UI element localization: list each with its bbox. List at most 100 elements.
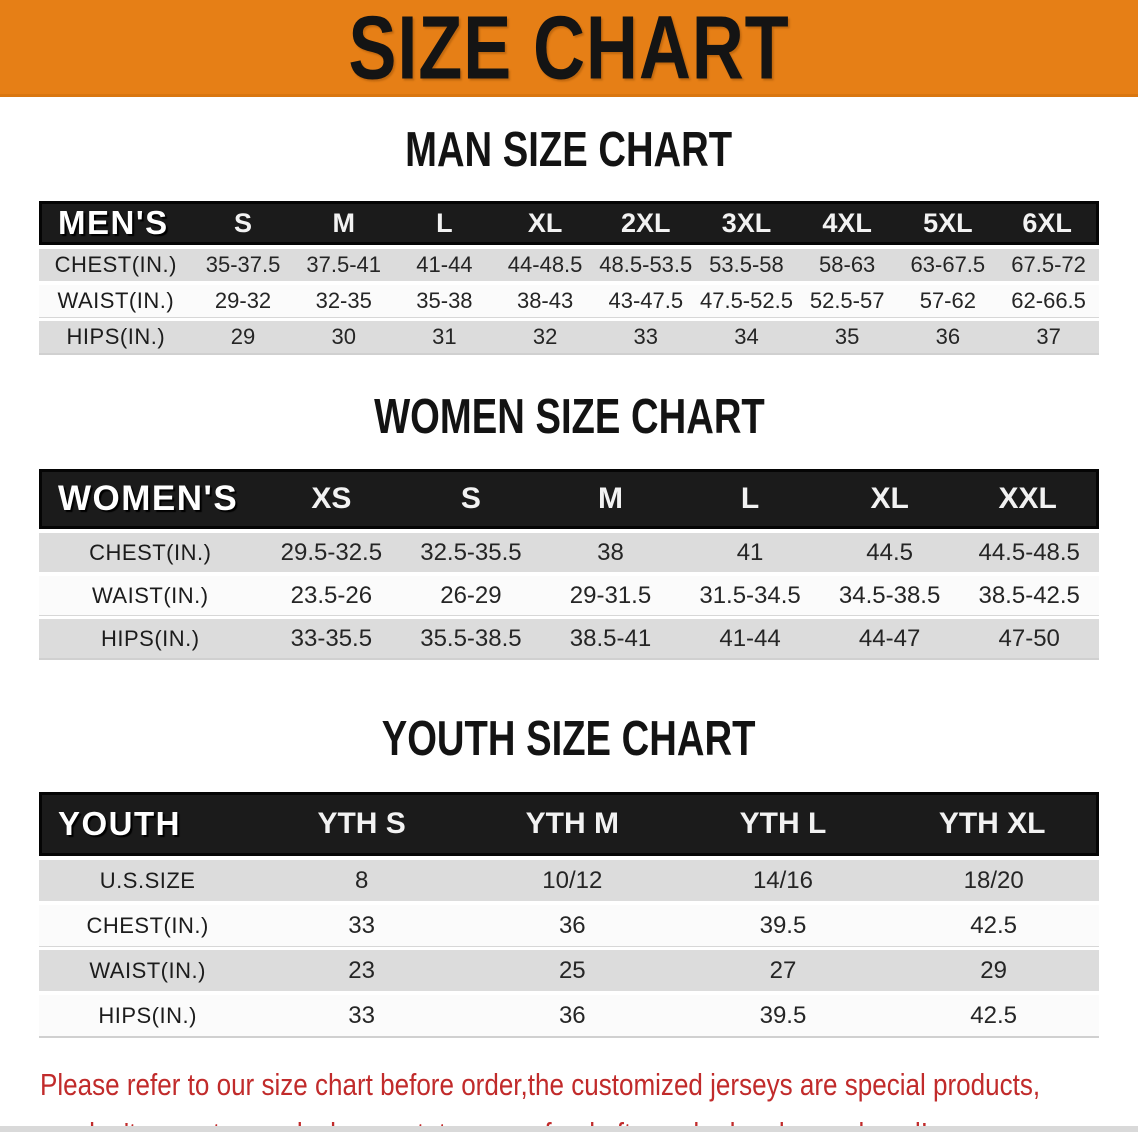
men-table-row: WAIST(IN.) 29-32 32-35 35-38 38-43 43-47.5 47.… [39,285,1099,317]
youth-size-value-cell: 10/12 [466,860,678,901]
women-chart-heading-text: WOMEN SIZE CHART [373,390,765,444]
men-size-value-cell: 47.5-52.5 [696,285,797,317]
women-size-value-cell: 33-35.5 [261,619,402,658]
men-corner-label: MEN'S [39,201,193,245]
women-measure-label: HIPS(IN.) [39,619,262,658]
men-size-value-cell: 53.5-58 [696,249,797,281]
youth-size-value-cell: 39.5 [677,905,889,946]
youth-size-value-cell: 33 [256,905,467,946]
youth-size-value-cell: 29 [888,950,1099,991]
men-size-value-cell: 48.5-53.5 [595,249,697,281]
men-size-value-cell: 57-62 [897,285,999,317]
men-measure-label: HIPS(IN.) [39,321,193,353]
women-size-value-cell: 23.5-26 [261,576,402,615]
youth-size-chart-section: YOUTH SIZE CHART YOUTH YTH S YTH M YTH L YTH … [0,715,1138,1040]
men-size-column-header: 6XL [998,201,1099,245]
women-table-row: HIPS(IN.) 33-35.5 35.5-38.5 38.5-41 41-44 44-… [39,619,1099,658]
youth-table-row: HIPS(IN.) 33 36 39.5 42.5 [39,995,1099,1036]
men-size-value-cell: 31 [394,321,495,353]
women-size-column-header: M [540,469,681,529]
page-title: SIZE CHART [348,0,790,97]
youth-size-value-cell: 39.5 [677,995,889,1036]
women-size-value-cell: 32.5-35.5 [401,533,541,572]
youth-size-column-header: YTH XL [888,792,1099,856]
men-table-row: HIPS(IN.) 29 30 31 32 33 34 35 36 37 [39,321,1099,353]
youth-measure-label: U.S.SIZE [39,860,257,901]
women-size-value-cell: 34.5-38.5 [819,576,960,615]
women-size-value-cell: 44-47 [819,619,960,658]
youth-size-value-cell: 27 [677,950,889,991]
men-size-value-cell: 36 [897,321,999,353]
men-chart-heading: MAN SIZE CHART [0,126,1138,175]
women-size-column-header: S [401,469,541,529]
men-size-value-cell: 52.5-57 [796,285,898,317]
men-size-table: MEN'S S M L XL 2XL 3XL 4XL 5XL 6XL CHEST(IN.) 35-37… [39,197,1099,357]
women-size-value-cell: 38.5-41 [540,619,681,658]
men-size-column-header: 4XL [796,201,898,245]
youth-size-value-cell: 36 [466,905,678,946]
men-size-value-cell: 35-38 [394,285,495,317]
youth-size-value-cell: 14/16 [677,860,889,901]
youth-size-value-cell: 42.5 [888,905,1099,946]
men-measure-label: CHEST(IN.) [39,249,193,281]
youth-chart-heading-text: YOUTH SIZE CHART [382,712,756,766]
men-size-value-cell: 43-47.5 [595,285,697,317]
women-chart-heading: WOMEN SIZE CHART [0,393,1138,442]
men-size-value-cell: 33 [595,321,697,353]
youth-table-row: WAIST(IN.) 23 25 27 29 [39,950,1099,991]
men-size-value-cell: 34 [696,321,797,353]
women-size-value-cell: 41-44 [680,619,820,658]
women-measure-label: CHEST(IN.) [39,533,262,572]
youth-size-value-cell: 36 [466,995,678,1036]
men-size-value-cell: 37.5-41 [293,249,395,281]
women-size-value-cell: 35.5-38.5 [401,619,541,658]
women-size-value-cell: 31.5-34.5 [680,576,820,615]
youth-table-row: CHEST(IN.) 33 36 39.5 42.5 [39,905,1099,946]
men-table-row: CHEST(IN.) 35-37.5 37.5-41 41-44 44-48.5 48.5… [39,249,1099,281]
men-size-value-cell: 38-43 [494,285,596,317]
women-size-value-cell: 29-31.5 [540,576,681,615]
notice-line-1: Please refer to our size chart before or… [40,1067,1041,1102]
youth-size-table: YOUTH YTH S YTH M YTH L YTH XL U.S.SIZE 8 10/12… [39,788,1099,1040]
women-size-value-cell: 44.5-48.5 [959,533,1099,572]
men-size-value-cell: 32-35 [293,285,395,317]
women-header-row: WOMEN'S XS S M L XL XXL [39,469,1099,529]
men-size-column-header: 5XL [897,201,999,245]
youth-chart-heading: YOUTH SIZE CHART [0,715,1138,764]
youth-header-row: YOUTH YTH S YTH M YTH L YTH XL [39,792,1099,856]
youth-size-value-cell: 8 [256,860,467,901]
order-notice: Please refer to our size chart before or… [40,1060,1138,1132]
youth-measure-label: HIPS(IN.) [39,995,257,1036]
men-size-column-header: XL [494,201,596,245]
banner: SIZE CHART [0,0,1138,97]
youth-size-column-header: YTH S [256,792,467,856]
youth-size-column-header: YTH L [677,792,889,856]
youth-table-row: U.S.SIZE 8 10/12 14/16 18/20 [39,860,1099,901]
women-size-value-cell: 41 [680,533,820,572]
men-size-value-cell: 30 [293,321,395,353]
men-size-value-cell: 62-66.5 [998,285,1099,317]
men-size-column-header: S [192,201,294,245]
youth-size-value-cell: 42.5 [888,995,1099,1036]
youth-measure-label: WAIST(IN.) [39,950,257,991]
women-table-row: WAIST(IN.) 23.5-26 26-29 29-31.5 31.5-34.5 34… [39,576,1099,615]
women-size-value-cell: 38 [540,533,681,572]
men-size-value-cell: 67.5-72 [998,249,1099,281]
women-table-row: CHEST(IN.) 29.5-32.5 32.5-35.5 38 41 44.5 44.5… [39,533,1099,572]
men-size-column-header: 2XL [595,201,697,245]
men-size-value-cell: 63-67.5 [897,249,999,281]
men-size-value-cell: 37 [998,321,1099,353]
youth-size-value-cell: 23 [256,950,467,991]
women-corner-label: WOMEN'S [39,469,262,529]
men-size-value-cell: 29 [192,321,294,353]
women-size-value-cell: 47-50 [959,619,1099,658]
men-size-column-header: M [293,201,395,245]
women-size-column-header: XXL [959,469,1099,529]
bottom-edge-strip [0,1126,1138,1132]
men-size-value-cell: 41-44 [394,249,495,281]
men-size-column-header: 3XL [696,201,797,245]
women-size-value-cell: 26-29 [401,576,541,615]
youth-corner-label: YOUTH [39,792,257,856]
men-size-value-cell: 32 [494,321,596,353]
men-size-chart-section: MAN SIZE CHART MEN'S S M L XL 2XL 3XL 4XL 5XL 6XL C… [0,126,1138,357]
